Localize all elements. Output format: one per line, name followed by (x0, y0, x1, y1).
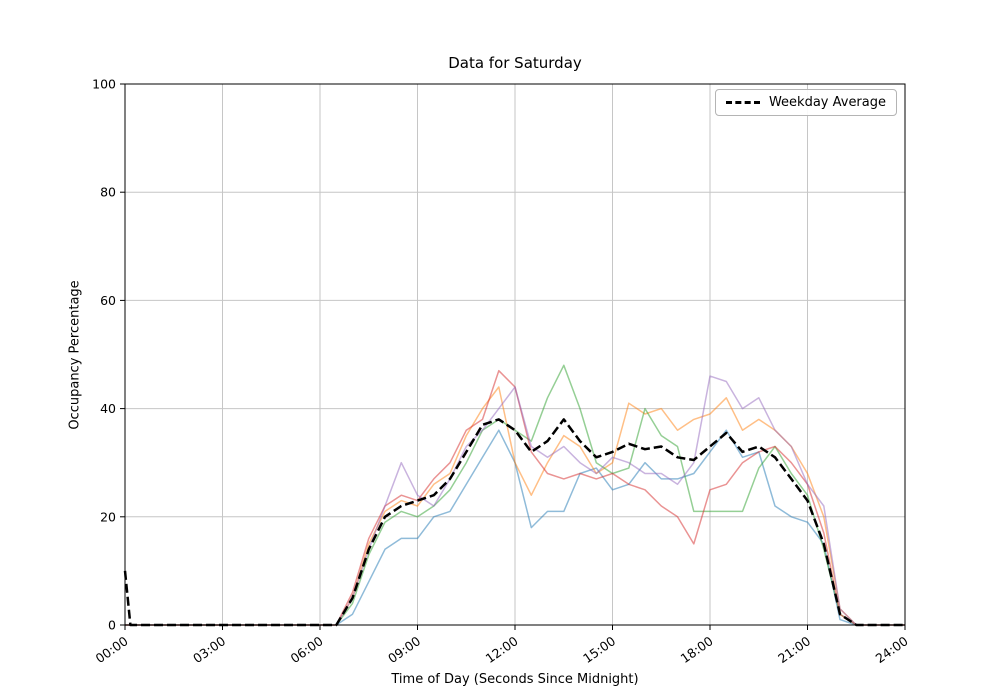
grid-layer (124, 83, 906, 626)
x-tick-label: 06:00 (288, 633, 326, 666)
dashed-line-icon (725, 101, 760, 104)
x-tick-label: 12:00 (483, 633, 521, 666)
x-tick-label: 09:00 (385, 633, 423, 666)
x-tick-label: 21:00 (775, 633, 813, 666)
legend-label: Weekday Average (768, 95, 886, 110)
y-tick-label: 20 (100, 509, 116, 524)
x-tick-label: 03:00 (190, 633, 228, 666)
x-axis-label: Time of Day (Seconds Since Midnight) (391, 672, 639, 687)
y-tick-label: 80 (100, 185, 116, 200)
y-tick-label: 40 (100, 401, 116, 416)
axis-layer: 00:00 03:00 06:00 09:00 12:00 15:00 18:00 21:00… (92, 77, 911, 667)
y-axis-label: Occupancy Percentage (67, 280, 83, 430)
series-weekday-average (123, 418, 905, 627)
y-tick-label: 60 (100, 293, 116, 308)
x-tick-label: 15:00 (580, 633, 618, 666)
y-tick-label: 0 (108, 618, 116, 633)
y-tick-label: 100 (92, 77, 116, 92)
legend: Weekday Average (714, 89, 897, 116)
x-tick-label: 00:00 (93, 633, 131, 666)
chart-title: Data for Saturday (448, 54, 582, 72)
x-tick-label: 18:00 (678, 633, 716, 666)
x-tick-label: 24:00 (873, 633, 911, 666)
